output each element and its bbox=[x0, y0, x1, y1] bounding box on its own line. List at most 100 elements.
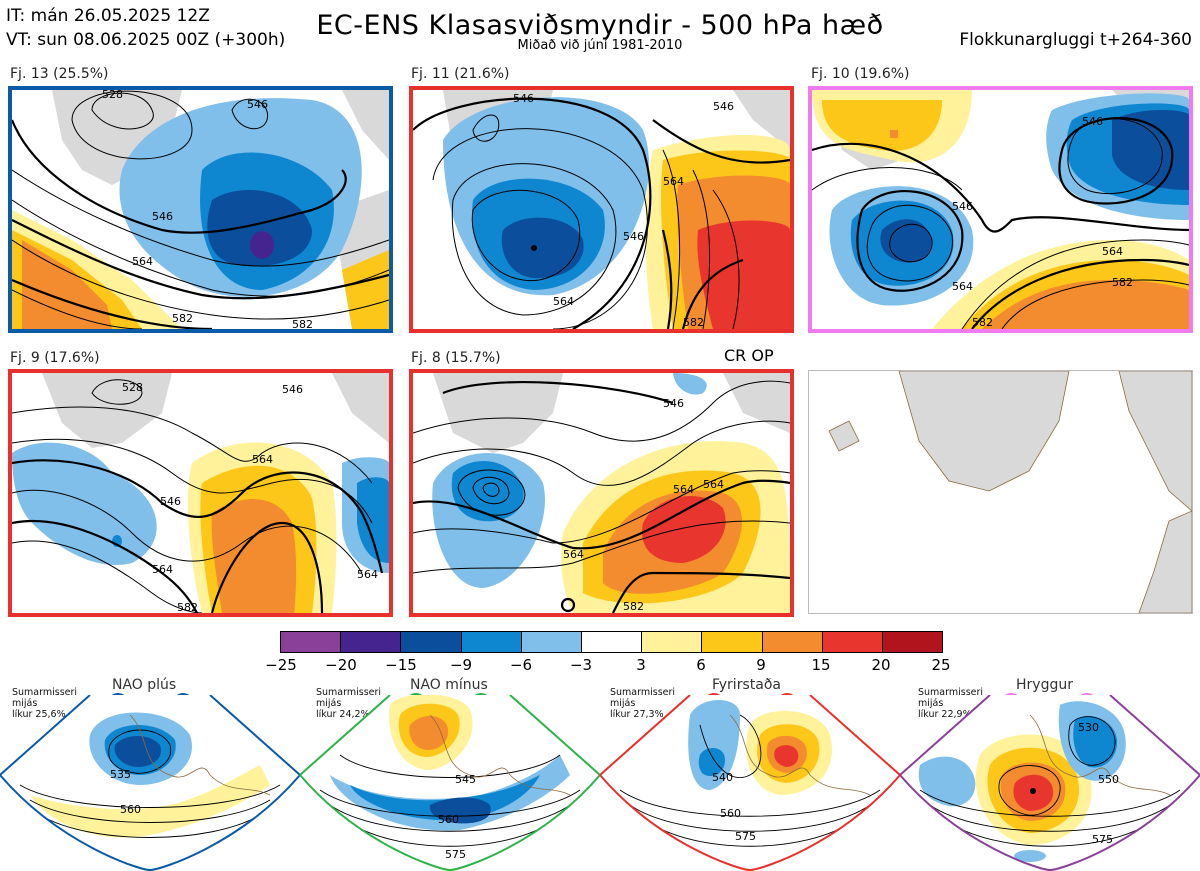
panel-label-4: Fj. 9 (17.6%) bbox=[10, 350, 100, 366]
contour-label: 582 bbox=[972, 316, 993, 329]
cluster-map-13: 528 546 546 564 582 582 bbox=[8, 86, 393, 333]
regime-map-blocking: 540 560 575 bbox=[599, 695, 902, 871]
classification-window: Flokkunargluggi t+264-360 bbox=[959, 30, 1192, 50]
contour-label: 546 bbox=[152, 210, 173, 223]
contour-label: 564 bbox=[357, 568, 378, 581]
contour-label: 528 bbox=[122, 381, 143, 394]
cluster-map-9: 528 546 546 564 564 564 582 bbox=[8, 369, 393, 617]
contour-labels: 546 564 564 564 582 bbox=[563, 397, 724, 613]
contour-labels: 528 546 546 564 564 564 582 bbox=[122, 381, 378, 613]
cluster-map-10: 546 546 564 582 564 582 bbox=[808, 86, 1193, 333]
page-subtitle: Miðað við júní 1981-2010 bbox=[517, 38, 683, 53]
contour-label: 582 bbox=[292, 318, 313, 329]
contour-label: 564 bbox=[553, 295, 574, 308]
regime-title-nao-plus: NAO plús bbox=[112, 677, 177, 693]
regime-note-nao-plus: Sumarmisseri mijás líkur 25,6% bbox=[12, 687, 78, 720]
colorbar-segment bbox=[822, 632, 883, 652]
regime-map-nao-plus: 535 560 bbox=[0, 695, 302, 871]
colorbar-segment bbox=[581, 632, 643, 652]
contour-label: 546 bbox=[713, 100, 734, 113]
height-contours-bold bbox=[413, 97, 790, 329]
page-title: EC-ENS Klasasviðsmyndir - 500 hPa hæð bbox=[316, 10, 884, 41]
colorbar-segment bbox=[762, 632, 823, 652]
regime-maps: 535 560 545 560 575 bbox=[0, 695, 1200, 871]
contour-label: 564 bbox=[132, 255, 153, 268]
colorbar bbox=[280, 631, 943, 653]
contour-label: 575 bbox=[735, 830, 756, 843]
contour-label: 550 bbox=[1098, 773, 1119, 786]
anomaly-fill bbox=[443, 97, 790, 329]
contour-label: 564 bbox=[663, 175, 684, 188]
height-contours-bold bbox=[12, 119, 389, 329]
colorbar-tick-label: −6 bbox=[509, 656, 533, 674]
colorbar-segment bbox=[341, 632, 402, 652]
contour-label: 564 bbox=[673, 483, 694, 496]
contour-labels: 546 546 564 582 564 582 bbox=[952, 115, 1133, 329]
contour-label: 582 bbox=[623, 600, 644, 613]
contour-label: 545 bbox=[455, 773, 476, 786]
cr-op-label: CR OP bbox=[724, 346, 774, 365]
contour-label: 546 bbox=[952, 200, 973, 213]
anomaly-fill bbox=[12, 442, 389, 613]
regime-note-ridge: Sumarmisseri mijás líkur 22,9% bbox=[918, 687, 984, 720]
panel-label-3: Fj. 10 (19.6%) bbox=[811, 66, 910, 82]
panel-label-1: Fj. 13 (25.5%) bbox=[10, 66, 109, 82]
colorbar-tick-label: 20 bbox=[871, 656, 891, 674]
cluster-map-8: 546 564 564 564 582 bbox=[409, 369, 794, 617]
height-contours bbox=[432, 114, 740, 329]
height-contours-bold bbox=[12, 459, 384, 613]
contour-label: 530 bbox=[1078, 721, 1099, 734]
panel-label-2: Fj. 11 (21.6%) bbox=[411, 66, 510, 82]
cluster-map-11: 546 546 546 564 564 582 bbox=[409, 86, 794, 333]
low-center bbox=[531, 245, 537, 251]
colorbar-segment bbox=[882, 632, 943, 652]
colorbar-tick-label: −15 bbox=[385, 656, 417, 674]
contour-label: 546 bbox=[663, 397, 684, 410]
contour-label: 528 bbox=[102, 90, 123, 101]
colorbar-segment bbox=[521, 632, 582, 652]
colorbar-segment bbox=[642, 632, 703, 652]
reference-map bbox=[808, 370, 1193, 614]
colorbar-tick-label: −3 bbox=[569, 656, 593, 674]
regime-title-ridge: Hryggur bbox=[1016, 677, 1073, 693]
contour-labels: 546 546 546 564 564 582 bbox=[513, 92, 734, 329]
contour-label: 560 bbox=[720, 807, 741, 820]
regime-title-blocking: Fyrirstaða bbox=[712, 677, 781, 693]
contour-label: 546 bbox=[1082, 115, 1103, 128]
it-line: IT: mán 26.05.2025 12Z bbox=[6, 6, 210, 26]
height-contours bbox=[413, 380, 790, 574]
contour-label: 546 bbox=[247, 98, 268, 111]
colorbar-tick-label: −25 bbox=[265, 656, 297, 674]
contour-label: 560 bbox=[438, 813, 459, 826]
panel-label-5: Fj. 8 (15.7%) bbox=[411, 350, 501, 366]
contour-label: 546 bbox=[513, 92, 534, 105]
contour-label: 564 bbox=[563, 548, 584, 561]
contour-label: 546 bbox=[623, 230, 644, 243]
height-contours bbox=[12, 379, 373, 613]
contour-label: 564 bbox=[252, 453, 273, 466]
height-contours-bold bbox=[812, 117, 1189, 329]
contour-label: 582 bbox=[177, 601, 198, 613]
contour-label: 560 bbox=[120, 803, 141, 816]
colorbar-tick-label: 3 bbox=[636, 656, 646, 674]
colorbar-tick-label: −20 bbox=[325, 656, 357, 674]
contour-label: 582 bbox=[1112, 276, 1133, 289]
contour-label: 535 bbox=[110, 768, 131, 781]
vt-line: VT: sun 08.06.2025 00Z (+300h) bbox=[6, 30, 286, 50]
anomaly-fill bbox=[432, 373, 790, 613]
colorbar-segment bbox=[461, 632, 522, 652]
land-mass bbox=[433, 373, 790, 453]
regime-note-blocking: Sumarmisseri mijás líkur 27,3% bbox=[610, 687, 676, 720]
contour-label: 540 bbox=[712, 771, 733, 784]
colorbar-segment bbox=[401, 632, 462, 652]
contour-label: 582 bbox=[172, 312, 193, 325]
anomaly-fill bbox=[812, 90, 1189, 329]
colorbar-tick-label: 15 bbox=[811, 656, 831, 674]
contour-label: 546 bbox=[160, 495, 181, 508]
contour-label: 575 bbox=[445, 848, 466, 861]
contour-label: 564 bbox=[152, 563, 173, 576]
land-mass bbox=[42, 373, 389, 448]
height-contours-bold bbox=[413, 381, 790, 613]
land-mass bbox=[828, 371, 1192, 613]
contour-label: 564 bbox=[952, 280, 973, 293]
